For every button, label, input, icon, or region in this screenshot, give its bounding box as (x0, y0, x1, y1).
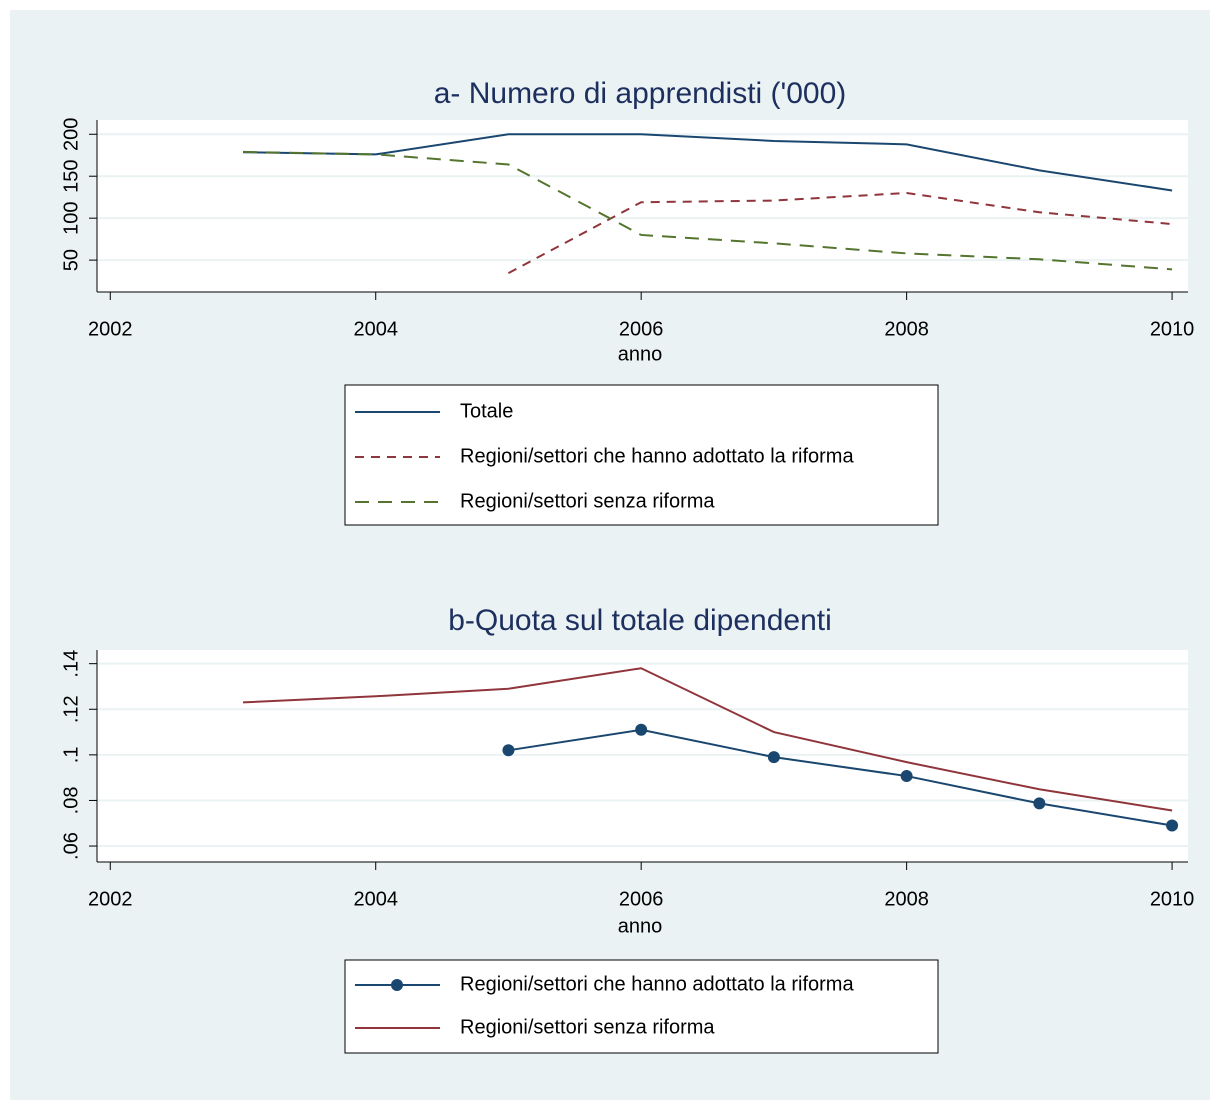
legend-box (344, 959, 939, 1054)
x-tick-label: 2004 (353, 888, 398, 910)
legend-box (344, 384, 939, 526)
x-tick-label: 2006 (619, 888, 664, 910)
series-marker (1033, 797, 1046, 810)
series-marker (900, 770, 913, 783)
x-tick-label: 2004 (353, 318, 398, 340)
series-marker (1166, 819, 1179, 832)
series-line (242, 133, 1173, 192)
legend-label: Regioni/settori che hanno adottato la ri… (460, 973, 854, 995)
x-axis-label: anno (618, 343, 663, 365)
series-marker (635, 723, 648, 736)
chart-title: b-Quota sul totale dipendenti (448, 604, 832, 637)
legend-marker (391, 979, 403, 991)
plot-area (97, 650, 1188, 862)
y-tick-label: .12 (60, 695, 82, 723)
y-tick-label: .08 (60, 787, 82, 815)
x-tick-label: 2008 (884, 888, 929, 910)
x-tick-label: 2010 (1150, 888, 1195, 910)
y-tick-label: .1 (60, 747, 82, 764)
x-tick-label: 2006 (619, 318, 664, 340)
y-tick-label: .14 (60, 650, 82, 678)
y-tick-label: 50 (60, 249, 82, 271)
series-line (242, 150, 1173, 271)
y-tick-label: 150 (60, 160, 82, 193)
x-tick-label: 2010 (1150, 318, 1195, 340)
x-tick-label: 2002 (88, 318, 133, 340)
legend-label: Regioni/settori che hanno adottato la ri… (460, 445, 854, 467)
x-tick-label: 2002 (88, 888, 133, 910)
legend-label: Regioni/settori senza riforma (460, 490, 715, 512)
series-line (242, 667, 1173, 812)
series-line (508, 728, 1173, 827)
series-marker (502, 744, 515, 757)
y-tick-label: 200 (60, 118, 82, 151)
series-marker (767, 751, 780, 764)
y-tick-label: .06 (60, 832, 82, 860)
chart-title: a- Numero di apprendisti ('000) (434, 77, 847, 110)
legend-label: Regioni/settori senza riforma (460, 1016, 715, 1038)
plot-area (97, 120, 1188, 292)
legend-label: Totale (460, 400, 513, 422)
x-axis-label: anno (618, 915, 663, 937)
y-tick-label: 100 (60, 201, 82, 234)
x-tick-label: 2008 (884, 318, 929, 340)
